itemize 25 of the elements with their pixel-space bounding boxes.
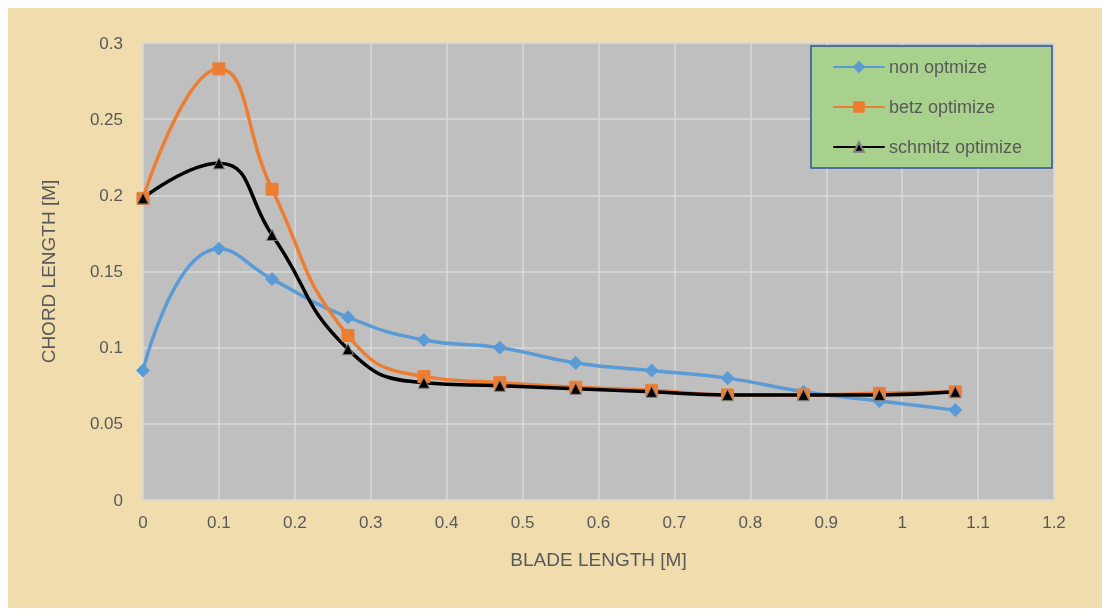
- y-tick-label: 0.05: [89, 414, 123, 434]
- y-tick-label: 0.25: [89, 109, 123, 129]
- y-tick-label: 0.3: [99, 33, 123, 53]
- y-tick-label: 0.15: [89, 262, 123, 281]
- x-tick-label: 0.9: [814, 513, 839, 532]
- x-tick-label: 0.3: [358, 513, 383, 532]
- x-tick-label: 0.6: [586, 513, 611, 532]
- x-tick-label: 1: [897, 513, 907, 532]
- x-tick-label: 0: [138, 513, 148, 532]
- legend-label: non optmize: [888, 57, 988, 77]
- legend-label: schmitz optimize: [888, 137, 1022, 157]
- x-tick-label: 0.4: [434, 513, 459, 532]
- y-tick-label: 0.2: [99, 185, 123, 205]
- x-tick-label: 0.1: [207, 513, 231, 532]
- x-tick-label: 1.2: [1042, 513, 1066, 532]
- y-axis-title: CHORD LENGTH [M]: [38, 179, 59, 364]
- x-tick-label: 0.7: [662, 513, 687, 532]
- y-tick-label: 0: [113, 490, 123, 510]
- legend-label: betz optimize: [888, 97, 996, 117]
- x-tick-label: 0.8: [738, 513, 763, 532]
- x-tick-label: 0.5: [510, 513, 535, 532]
- x-tick-label: 0.2: [283, 513, 307, 532]
- x-axis-title: BLADE LENGTH [M]: [510, 549, 687, 570]
- x-tick-label: 1.1: [966, 513, 990, 532]
- y-tick-label: 0.1: [99, 338, 123, 358]
